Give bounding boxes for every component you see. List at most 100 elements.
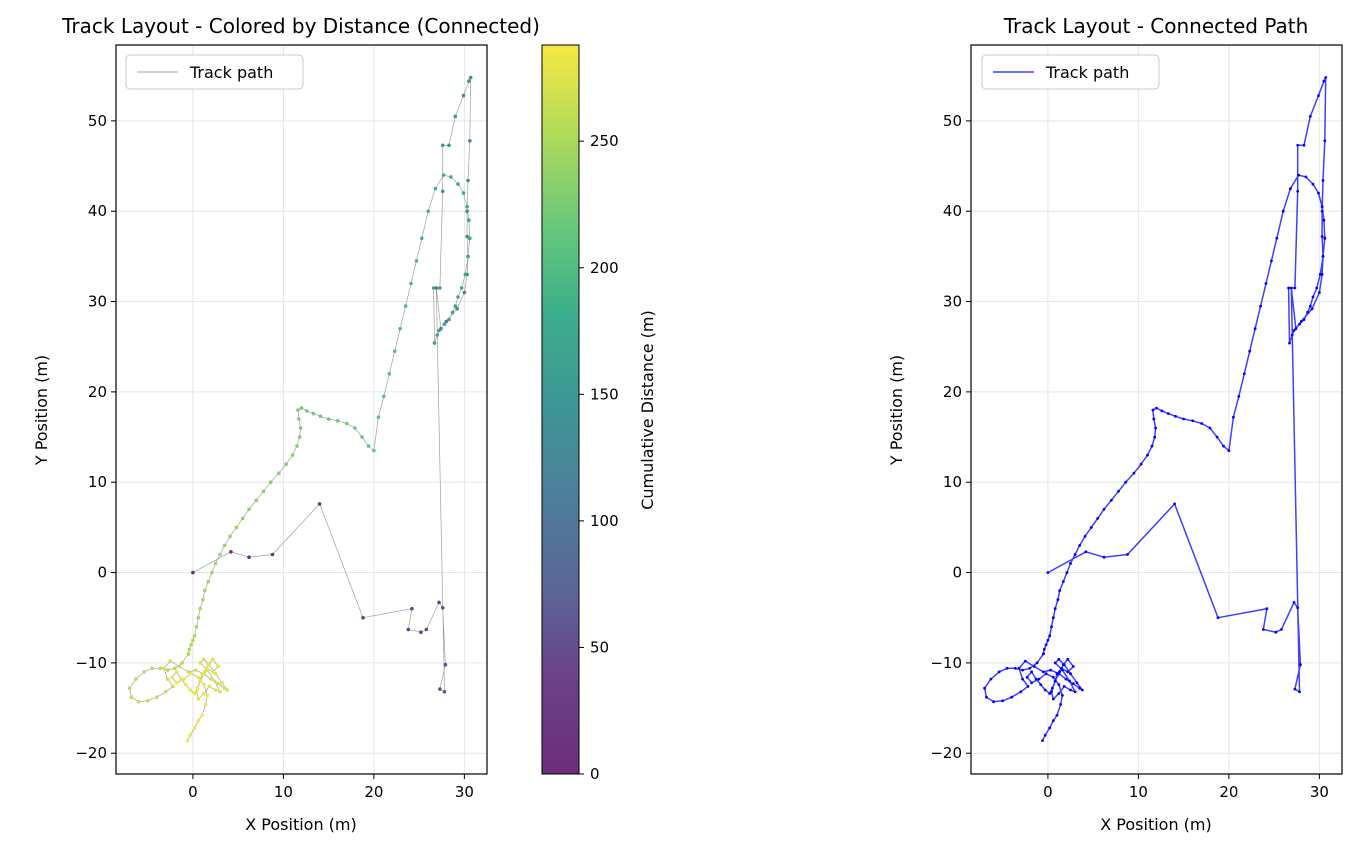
colorbar-tick-label: 150 (590, 385, 619, 403)
data-point (1037, 677, 1041, 681)
chart-title: Track Layout - Connected Path (1003, 14, 1309, 38)
data-point (179, 677, 183, 681)
data-point (442, 322, 447, 326)
data-point (210, 570, 214, 575)
data-point (228, 534, 232, 539)
data-point (1294, 327, 1298, 331)
data-point (296, 408, 300, 412)
data-point (1044, 672, 1048, 676)
x-tick-label: 30 (455, 783, 474, 801)
data-point (1320, 209, 1324, 213)
data-point (1274, 630, 1278, 634)
data-point (1080, 688, 1084, 692)
data-point (440, 606, 445, 610)
data-point (462, 290, 467, 295)
data-point (1069, 688, 1072, 692)
data-point (297, 435, 302, 439)
data-point (1039, 683, 1043, 686)
data-point (1073, 553, 1077, 556)
data-point (1124, 480, 1128, 484)
data-point (1026, 685, 1030, 688)
x-tick-label: 0 (1043, 783, 1053, 801)
data-point (455, 307, 459, 311)
data-point (1096, 517, 1100, 520)
ticks: 0 10 20 30 −20 −10 0 10 20 30 40 50 (930, 112, 1329, 801)
data-point (1280, 628, 1283, 631)
data-point (465, 234, 469, 239)
data-point (202, 588, 207, 593)
data-point (1296, 143, 1300, 147)
y-axis-label: Y Position (m) (32, 355, 51, 466)
legend-box (125, 54, 304, 90)
data-point (989, 677, 993, 681)
data-point (1042, 652, 1045, 656)
y-tick-label: 10 (88, 473, 107, 491)
data-point (1051, 719, 1055, 723)
data-point (1059, 703, 1062, 706)
colorbar-ticks: 0 50 100 150 200 250 (579, 132, 619, 783)
data-point (1293, 286, 1297, 290)
data-point (218, 690, 222, 694)
data-point (1299, 663, 1302, 667)
colorbar-label: Cumulative Distance (m) (638, 310, 657, 510)
data-point (194, 625, 199, 629)
data-point (222, 543, 227, 548)
data-point (1042, 647, 1046, 651)
data-point (1075, 681, 1079, 685)
data-point (209, 677, 213, 681)
data-point (240, 516, 245, 521)
data-point (1320, 235, 1324, 238)
data-point (318, 414, 323, 419)
data-point (177, 664, 182, 669)
data-point (196, 697, 201, 701)
data-point (461, 93, 466, 98)
colorbar-gradient (541, 44, 580, 775)
data-point (420, 236, 424, 241)
data-point (465, 209, 469, 213)
data-point (202, 691, 206, 696)
legend: Track path (981, 54, 1160, 90)
colorbar-tick-label: 50 (590, 638, 609, 656)
y-tick-label: −20 (75, 744, 107, 762)
y-tick-label: −20 (930, 744, 962, 762)
data-point (1069, 562, 1072, 565)
data-point (1051, 675, 1055, 679)
data-point (444, 319, 449, 324)
data-point (985, 695, 988, 699)
data-point (270, 552, 275, 557)
data-point (1317, 191, 1320, 195)
data-point (127, 686, 132, 690)
data-point (1023, 659, 1027, 663)
data-point (183, 682, 188, 687)
data-point (1281, 209, 1285, 213)
data-point (216, 664, 221, 669)
data-point (202, 670, 207, 674)
data-point (1057, 692, 1061, 695)
data-point (216, 681, 221, 686)
data-point (1048, 692, 1052, 695)
data-point (361, 615, 365, 620)
data-point (1042, 670, 1045, 674)
data-point (261, 489, 266, 494)
data-point (450, 310, 455, 315)
data-point (1064, 677, 1068, 681)
data-point (1078, 686, 1081, 690)
data-point (442, 690, 447, 694)
y-tick-label: 40 (943, 202, 962, 220)
data-point (1066, 670, 1070, 674)
data-point (1065, 571, 1069, 574)
data-point (1311, 182, 1315, 186)
data-point (424, 627, 429, 632)
data-point (398, 326, 402, 331)
x-tick-label: 30 (1310, 783, 1329, 801)
data-point (1306, 311, 1309, 314)
data-point (1049, 668, 1052, 672)
data-point (1200, 422, 1204, 425)
y-axis-label: Y Position (m) (887, 355, 906, 466)
data-point (317, 502, 322, 506)
data-point (1173, 502, 1176, 506)
data-point (1152, 417, 1156, 421)
data-point (465, 204, 469, 209)
data-point (1292, 601, 1296, 604)
data-point (206, 662, 211, 667)
